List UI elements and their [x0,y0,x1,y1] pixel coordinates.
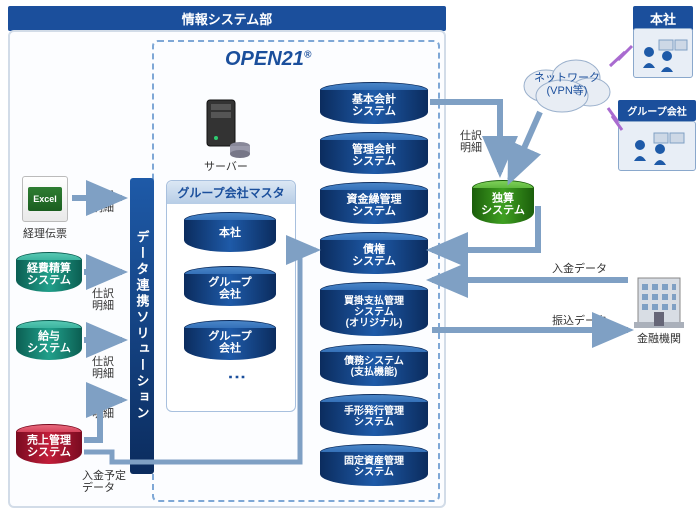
arrows-layer [0,0,700,515]
diagram-root: 情報システム部 本社 グループ会社 OPEN21® サーバー Excel 経理伝… [0,0,700,515]
